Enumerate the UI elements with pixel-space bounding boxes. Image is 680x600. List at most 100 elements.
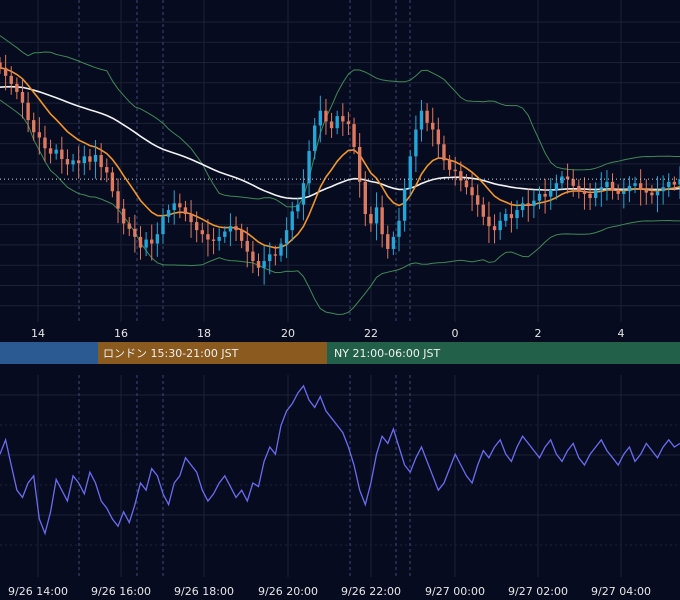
candle xyxy=(301,169,306,221)
oscillator-panel[interactable] xyxy=(0,375,680,577)
candle-body xyxy=(408,156,412,189)
candle-body xyxy=(459,171,463,181)
candle-body xyxy=(549,189,553,197)
candle xyxy=(318,95,323,143)
candle xyxy=(150,224,154,261)
candle-body xyxy=(431,122,435,130)
candle xyxy=(616,184,620,200)
candle-body xyxy=(65,159,70,165)
candle xyxy=(93,139,98,179)
candle-body xyxy=(346,121,351,125)
candles xyxy=(0,54,680,285)
candle-body xyxy=(498,220,502,231)
candle xyxy=(324,98,328,135)
candle-body xyxy=(526,203,530,207)
candle-body xyxy=(470,187,474,196)
oscillator-grid xyxy=(0,375,680,577)
price-x-tick-label: 18 xyxy=(197,327,211,340)
long-ma xyxy=(0,85,680,200)
candle-body xyxy=(476,195,480,205)
candle-body xyxy=(638,183,643,190)
candle-body xyxy=(32,120,36,133)
candle-body xyxy=(279,243,283,256)
candle-body xyxy=(436,129,441,145)
ema-line xyxy=(0,67,680,249)
candle-body xyxy=(369,214,373,224)
candle xyxy=(605,170,609,201)
candle-body xyxy=(672,181,677,185)
candle-body xyxy=(200,230,204,235)
candle-body xyxy=(262,261,266,268)
candle-body xyxy=(76,160,81,164)
candle-body xyxy=(82,156,86,164)
candle-body xyxy=(223,231,227,237)
price-grid xyxy=(0,0,680,327)
candle xyxy=(549,178,553,210)
candle xyxy=(374,192,379,241)
ema-line-path xyxy=(0,67,680,249)
oscillator-series-line xyxy=(0,384,680,536)
price-x-tick-label: 20 xyxy=(281,327,295,340)
candle xyxy=(155,222,160,257)
price-x-tick-label: 14 xyxy=(31,327,45,340)
candle-body xyxy=(402,188,407,221)
candle-body xyxy=(622,191,626,194)
candle-body xyxy=(391,236,396,249)
candle xyxy=(268,242,272,275)
candle-body xyxy=(571,179,575,186)
candle-body xyxy=(504,214,508,221)
candle-body xyxy=(442,144,446,161)
candle-body xyxy=(335,116,339,129)
candle xyxy=(32,112,36,141)
candle-body xyxy=(554,183,559,190)
candle-body xyxy=(71,160,75,165)
session-band-london xyxy=(98,342,327,364)
candle xyxy=(588,183,592,211)
candle xyxy=(290,201,294,242)
candle xyxy=(487,201,491,244)
candle xyxy=(498,212,502,240)
candle xyxy=(442,135,446,171)
candle xyxy=(622,178,626,209)
candle-body xyxy=(121,208,126,224)
candle xyxy=(189,200,193,238)
candle-body xyxy=(189,214,193,223)
candle-body xyxy=(93,155,98,162)
candle xyxy=(71,153,75,172)
candle xyxy=(464,174,469,195)
candle xyxy=(419,99,424,142)
price-x-tick-label: 2 xyxy=(535,327,542,340)
candle-body xyxy=(155,234,160,244)
candle-body xyxy=(357,146,362,182)
candle xyxy=(273,245,278,266)
candle-body xyxy=(447,160,452,170)
candle xyxy=(166,204,171,223)
candle-body xyxy=(425,110,429,123)
candle xyxy=(0,57,2,74)
candle xyxy=(200,222,204,243)
candle-body xyxy=(105,167,109,173)
candle xyxy=(43,125,47,162)
candle xyxy=(492,214,497,244)
candle xyxy=(228,213,233,246)
candle xyxy=(138,226,143,260)
candle-body xyxy=(172,203,176,211)
candle-body xyxy=(324,110,328,122)
candle-body xyxy=(605,181,609,188)
candle-body xyxy=(616,189,620,194)
candle xyxy=(178,193,182,219)
candle-body xyxy=(610,181,615,190)
candle-body xyxy=(206,234,210,240)
candle-body xyxy=(307,150,311,184)
candle xyxy=(121,199,126,235)
candle-body xyxy=(0,62,2,68)
price-panel[interactable] xyxy=(0,0,680,327)
candle-body xyxy=(195,222,199,231)
candle-body xyxy=(627,185,632,192)
candle-body xyxy=(588,193,592,198)
candle-body xyxy=(161,216,165,235)
candle-body xyxy=(9,75,13,84)
candle xyxy=(296,198,300,219)
candle-body xyxy=(313,125,317,151)
